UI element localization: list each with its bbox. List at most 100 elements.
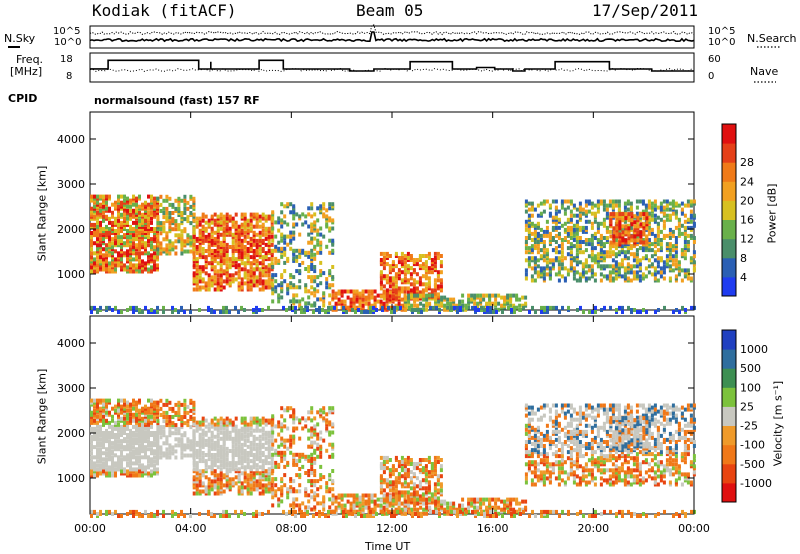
power-cell: [204, 226, 208, 231]
power-cell: [334, 291, 338, 296]
velocity-cell: [138, 473, 141, 478]
velocity-cell: [123, 445, 126, 450]
velocity-cell: [219, 455, 223, 460]
power-cell: [602, 258, 606, 263]
velocity-cell: [93, 408, 96, 413]
power-cell: [147, 259, 150, 264]
power-cell: [246, 240, 250, 245]
power-cell: [117, 200, 120, 205]
power-cell: [602, 250, 606, 255]
power-cell: [617, 203, 621, 208]
power-cell: [533, 258, 537, 263]
power-cell: [391, 294, 395, 299]
velocity-cell: [219, 416, 223, 421]
power-cell: [159, 231, 163, 236]
power-cell: [105, 253, 108, 258]
power-cell: [396, 305, 399, 310]
power-cell: [686, 233, 690, 238]
power-cell: [225, 242, 229, 247]
power-cell: [183, 249, 187, 254]
power-cell: [322, 303, 326, 308]
power-cell: [614, 252, 618, 257]
power-cell: [536, 236, 540, 240]
velocity-cell: [150, 461, 153, 466]
power-cell: [255, 232, 259, 237]
power-cell: [635, 236, 639, 240]
power-cell: [267, 257, 271, 262]
power-cell: [542, 201, 546, 206]
power-cell: [219, 240, 223, 245]
power-cell: [626, 199, 630, 204]
velocity-cell: [201, 481, 205, 486]
velocity-cell: [198, 438, 202, 443]
power-cell: [150, 237, 153, 242]
velocity-cell: [108, 431, 111, 435]
power-cell: [672, 310, 675, 314]
power-cell: [560, 262, 564, 267]
velocity-cell: [204, 418, 208, 423]
velocity-cell: [277, 487, 281, 492]
power-cell: [609, 222, 613, 227]
power-cell: [189, 310, 192, 314]
power-cell: [132, 263, 135, 268]
power-cell: [686, 203, 690, 208]
power-cell: [264, 232, 268, 237]
power-cell: [189, 194, 193, 199]
power-cell: [406, 290, 410, 295]
velocity-cell: [168, 443, 172, 448]
power-cell: [306, 308, 309, 312]
power-cell: [609, 214, 613, 219]
velocity-cell: [105, 467, 108, 472]
power-cell: [397, 270, 401, 275]
velocity-cell: [90, 455, 93, 460]
power-cell: [318, 305, 321, 310]
power-cell: [385, 262, 389, 267]
power-cell: [626, 250, 630, 255]
power-cell: [286, 291, 290, 296]
velocity-cell: [201, 469, 205, 474]
power-cell: [689, 199, 693, 204]
power-cell: [642, 216, 646, 221]
velocity-cell: [201, 471, 205, 476]
power-cell: [645, 238, 649, 243]
power-cell: [593, 203, 597, 208]
power-cell: [605, 274, 609, 279]
velocity-cell: [198, 475, 202, 480]
power-cell: [207, 308, 210, 312]
power-cell: [692, 250, 696, 255]
power-cell: [621, 212, 625, 217]
power-cell: [412, 278, 416, 283]
velocity-cell: [210, 465, 214, 470]
velocity-cell: [123, 412, 126, 417]
velocity-cell: [283, 424, 287, 429]
power-cell: [645, 234, 649, 239]
velocity-cell: [258, 434, 262, 439]
velocity-cell: [298, 489, 302, 494]
power-cell: [147, 222, 150, 227]
power-cell: [216, 277, 220, 282]
power-cell: [630, 234, 634, 239]
power-cell: [425, 307, 429, 312]
power-cell: [554, 225, 558, 230]
velocity-cell: [243, 434, 247, 439]
velocity-cell: [144, 465, 147, 470]
velocity-cell: [237, 455, 241, 460]
power-cell: [584, 203, 588, 208]
power-cell: [289, 299, 293, 304]
power-cell: [270, 242, 274, 247]
power-cell: [283, 234, 287, 239]
power-cell: [295, 222, 299, 227]
power-cell: [192, 215, 196, 220]
power-cell: [459, 305, 462, 310]
power-cell: [689, 236, 693, 240]
velocity-cell: [258, 442, 262, 447]
velocity-cell: [258, 422, 262, 427]
power-cell: [249, 245, 253, 249]
velocity-cell: [129, 402, 132, 407]
power-cell: [222, 249, 226, 253]
power-cell: [277, 216, 281, 221]
power-cell: [638, 246, 642, 251]
velocity-cell: [183, 443, 187, 448]
power-cell: [593, 231, 597, 236]
